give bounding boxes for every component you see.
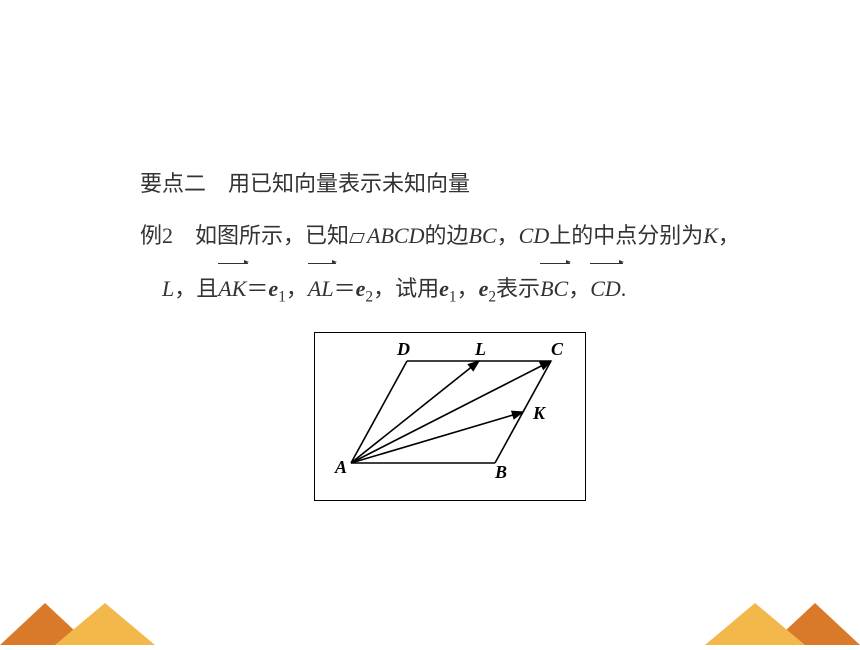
svg-text:B: B: [494, 462, 507, 482]
example-label: 例2: [140, 223, 173, 248]
vector-AL: AL: [308, 265, 334, 313]
prompt-line-2: L，且AK＝e1，AL＝e2，试用e1，e2表示BC，CD.: [140, 265, 760, 314]
eq1: ＝: [246, 276, 268, 301]
e2: e: [356, 276, 366, 301]
prompt-5: 表示: [496, 276, 540, 301]
e3: e: [439, 276, 449, 301]
svg-text:L: L: [474, 339, 486, 359]
e4: e: [479, 276, 489, 301]
prompt-3: 上的中点分别为: [549, 223, 703, 248]
bc: BC: [469, 223, 497, 248]
eq2: ＝: [334, 276, 356, 301]
prompt-2: 的边: [424, 223, 468, 248]
svg-text:K: K: [532, 403, 547, 423]
comma6: ，: [568, 276, 590, 301]
footer-svg: [0, 603, 860, 645]
heading: 要点二 用已知向量表示未知向量: [140, 171, 470, 196]
svg-text:A: A: [334, 457, 347, 477]
comma3: ，且: [174, 276, 218, 301]
comma4: ，: [286, 276, 308, 301]
vector-AK: AK: [218, 265, 246, 313]
cd: CD: [519, 223, 550, 248]
period: .: [621, 276, 627, 301]
vector-CD: CD: [590, 265, 621, 313]
comma1: ，: [497, 223, 519, 248]
svg-text:D: D: [396, 339, 410, 359]
diagram-svg: A B C D K L: [315, 333, 585, 483]
footer-decoration: [0, 603, 860, 645]
para-letters: ABCD: [367, 223, 424, 248]
svg-text:C: C: [551, 339, 564, 359]
K: K: [703, 223, 718, 248]
prompt-4: ，试用: [373, 276, 439, 301]
sub1: 1: [278, 288, 286, 305]
sub2: 2: [365, 288, 373, 305]
comma5: ，: [457, 276, 479, 301]
sub1b: 1: [449, 288, 457, 305]
prompt-line-1: 例2 如图所示，已知ABCD的边BC，CD上的中点分别为K，: [140, 212, 760, 260]
diagram-container: A B C D K L: [140, 332, 760, 501]
parallelogram-icon: [351, 231, 365, 243]
problem-content: 要点二 用已知向量表示未知向量 例2 如图所示，已知ABCD的边BC，CD上的中…: [0, 0, 860, 501]
L-indent: [140, 276, 162, 301]
vector-BC: BC: [540, 265, 568, 313]
prompt-1: 如图所示，已知: [173, 223, 349, 248]
parallelogram-diagram: A B C D K L: [314, 332, 586, 501]
heading-line: 要点二 用已知向量表示未知向量: [140, 160, 760, 208]
L: L: [162, 276, 174, 301]
sub2b: 2: [488, 288, 496, 305]
comma2: ，: [718, 223, 740, 248]
e1: e: [268, 276, 278, 301]
